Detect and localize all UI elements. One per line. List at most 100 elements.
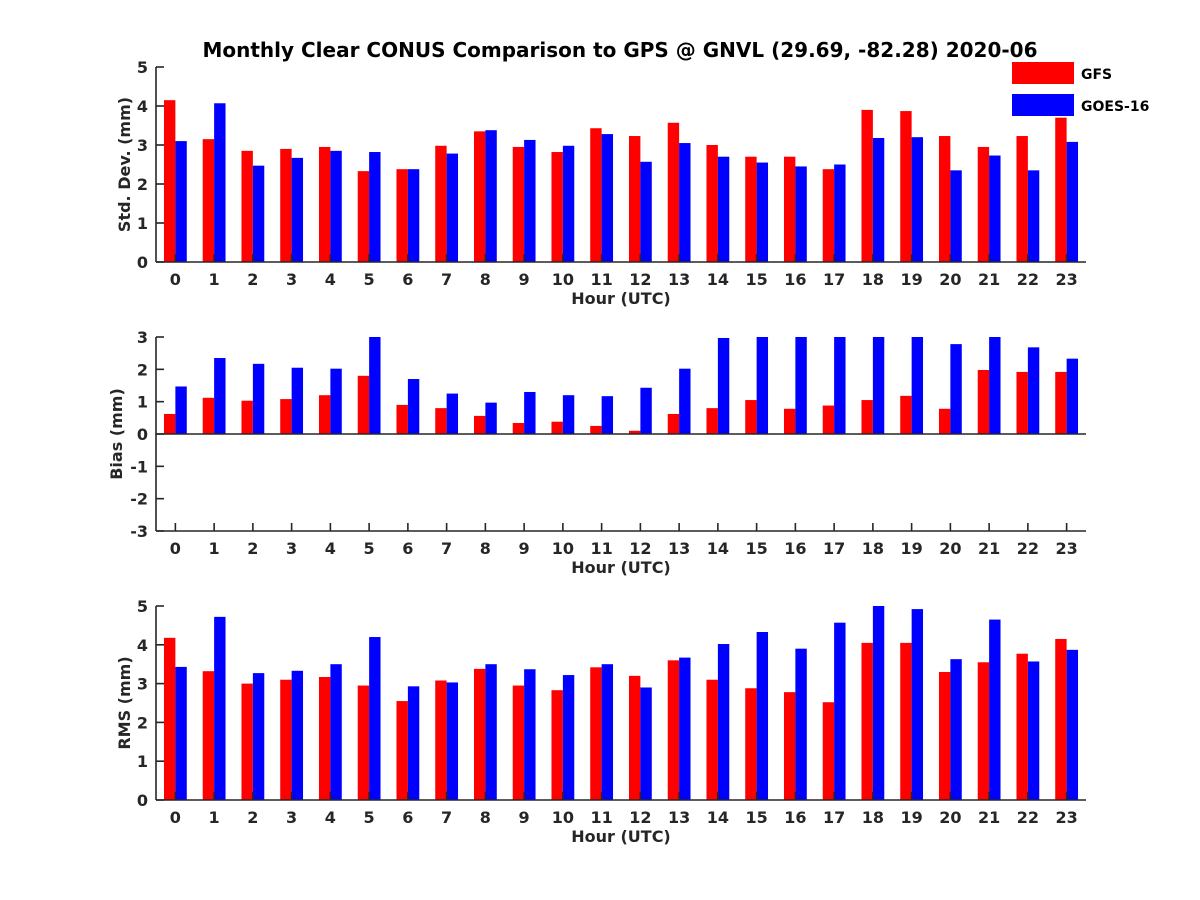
x-axis-label: Hour (UTC) bbox=[571, 289, 671, 308]
bar-gfs-17 bbox=[822, 405, 835, 434]
x-tick-label: 16 bbox=[784, 270, 806, 289]
y-tick-label: 5 bbox=[137, 58, 148, 77]
bar-gfs-10 bbox=[551, 152, 563, 262]
bar-goes-16-10 bbox=[562, 145, 575, 262]
bar-goes-16-11 bbox=[601, 664, 614, 800]
chart-title: Monthly Clear CONUS Comparison to GPS @ … bbox=[202, 38, 1037, 62]
x-tick-label: 2 bbox=[247, 808, 258, 827]
x-tick-label: 21 bbox=[978, 539, 1000, 558]
bar-goes-16-15 bbox=[756, 632, 769, 800]
bar-gfs-16 bbox=[783, 408, 796, 434]
bar-goes-16-10 bbox=[562, 675, 575, 800]
bar-gfs-4 bbox=[318, 395, 331, 434]
bar-gfs-6 bbox=[396, 169, 408, 262]
bar-goes-16-6 bbox=[407, 379, 420, 434]
x-tick-label: 19 bbox=[900, 808, 922, 827]
x-tick-label: 5 bbox=[364, 808, 375, 827]
bar-gfs-2 bbox=[241, 150, 253, 262]
bar-goes-16-14 bbox=[717, 156, 730, 262]
bar-goes-16-14 bbox=[717, 644, 730, 800]
x-tick-label: 18 bbox=[862, 539, 884, 558]
bar-goes-16-21 bbox=[989, 619, 1001, 800]
x-tick-label: 13 bbox=[668, 270, 690, 289]
y-tick-label: 1 bbox=[137, 752, 148, 771]
x-tick-label: 22 bbox=[1017, 270, 1039, 289]
x-tick-label: 23 bbox=[1055, 270, 1077, 289]
bar-goes-16-4 bbox=[330, 150, 342, 262]
x-tick-label: 0 bbox=[170, 808, 181, 827]
bar-gfs-9 bbox=[512, 423, 525, 434]
x-tick-label: 2 bbox=[247, 539, 258, 558]
bar-gfs-23 bbox=[1055, 638, 1067, 800]
y-axis-label: RMS (mm) bbox=[115, 656, 134, 749]
bar-gfs-12 bbox=[628, 675, 641, 800]
bar-gfs-8 bbox=[473, 668, 486, 800]
bar-goes-16-0 bbox=[175, 386, 187, 434]
bar-goes-16-8 bbox=[485, 664, 497, 800]
bar-goes-16-22 bbox=[1027, 661, 1040, 800]
bar-goes-16-12 bbox=[640, 387, 652, 434]
x-tick-label: 0 bbox=[170, 539, 181, 558]
bar-gfs-8 bbox=[473, 415, 486, 434]
x-tick-label: 5 bbox=[364, 539, 375, 558]
bar-gfs-11 bbox=[590, 667, 602, 800]
bar-goes-16-7 bbox=[446, 153, 459, 262]
bar-gfs-23 bbox=[1055, 371, 1067, 434]
bar-goes-16-16 bbox=[795, 166, 807, 262]
bar-gfs-10 bbox=[551, 690, 563, 800]
bar-goes-16-18 bbox=[872, 337, 885, 434]
bar-goes-16-0 bbox=[175, 666, 187, 800]
bar-gfs-1 bbox=[202, 671, 215, 800]
bar-goes-16-7 bbox=[446, 393, 459, 434]
bar-goes-16-7 bbox=[446, 682, 459, 800]
y-tick-label: -1 bbox=[130, 457, 148, 476]
x-tick-label: 3 bbox=[286, 539, 297, 558]
bar-goes-16-6 bbox=[407, 686, 420, 800]
y-tick-label: 4 bbox=[137, 97, 148, 116]
bar-gfs-0 bbox=[163, 413, 176, 434]
bar-gfs-14 bbox=[706, 145, 718, 262]
bar-gfs-21 bbox=[977, 662, 990, 800]
bar-goes-16-8 bbox=[485, 130, 497, 262]
y-axis-label: Std. Dev. (mm) bbox=[115, 97, 134, 232]
bar-goes-16-5 bbox=[369, 637, 381, 800]
y-tick-label: 0 bbox=[137, 253, 148, 272]
x-tick-label: 6 bbox=[402, 808, 413, 827]
x-tick-label: 17 bbox=[823, 539, 845, 558]
bar-gfs-12 bbox=[628, 136, 641, 262]
bar-gfs-15 bbox=[745, 688, 757, 800]
bar-gfs-20 bbox=[938, 671, 951, 800]
bar-gfs-6 bbox=[396, 701, 408, 800]
bar-gfs-18 bbox=[861, 109, 873, 263]
x-tick-label: 20 bbox=[939, 808, 961, 827]
x-tick-label: 6 bbox=[402, 270, 413, 289]
bar-goes-16-16 bbox=[795, 648, 807, 800]
y-tick-label: -3 bbox=[130, 522, 148, 541]
bar-goes-16-3 bbox=[291, 367, 304, 434]
bar-goes-16-6 bbox=[407, 169, 420, 262]
bar-goes-16-15 bbox=[756, 162, 769, 262]
bar-goes-16-19 bbox=[911, 137, 924, 262]
bar-gfs-18 bbox=[861, 642, 873, 800]
x-tick-label: 15 bbox=[745, 270, 767, 289]
x-tick-label: 16 bbox=[784, 539, 806, 558]
bar-gfs-8 bbox=[473, 131, 486, 262]
bar-gfs-17 bbox=[822, 169, 835, 262]
bar-goes-16-9 bbox=[524, 669, 536, 800]
x-tick-label: 21 bbox=[978, 270, 1000, 289]
x-tick-label: 15 bbox=[745, 808, 767, 827]
x-tick-label: 12 bbox=[629, 808, 651, 827]
bar-gfs-14 bbox=[706, 408, 718, 434]
x-tick-label: 2 bbox=[247, 270, 258, 289]
x-tick-label: 11 bbox=[590, 539, 612, 558]
bar-goes-16-13 bbox=[679, 143, 691, 262]
x-tick-label: 18 bbox=[862, 270, 884, 289]
bar-gfs-15 bbox=[745, 400, 757, 434]
x-tick-label: 10 bbox=[552, 808, 574, 827]
bar-gfs-7 bbox=[435, 680, 447, 800]
bar-gfs-4 bbox=[318, 677, 331, 800]
bar-gfs-3 bbox=[280, 679, 292, 800]
